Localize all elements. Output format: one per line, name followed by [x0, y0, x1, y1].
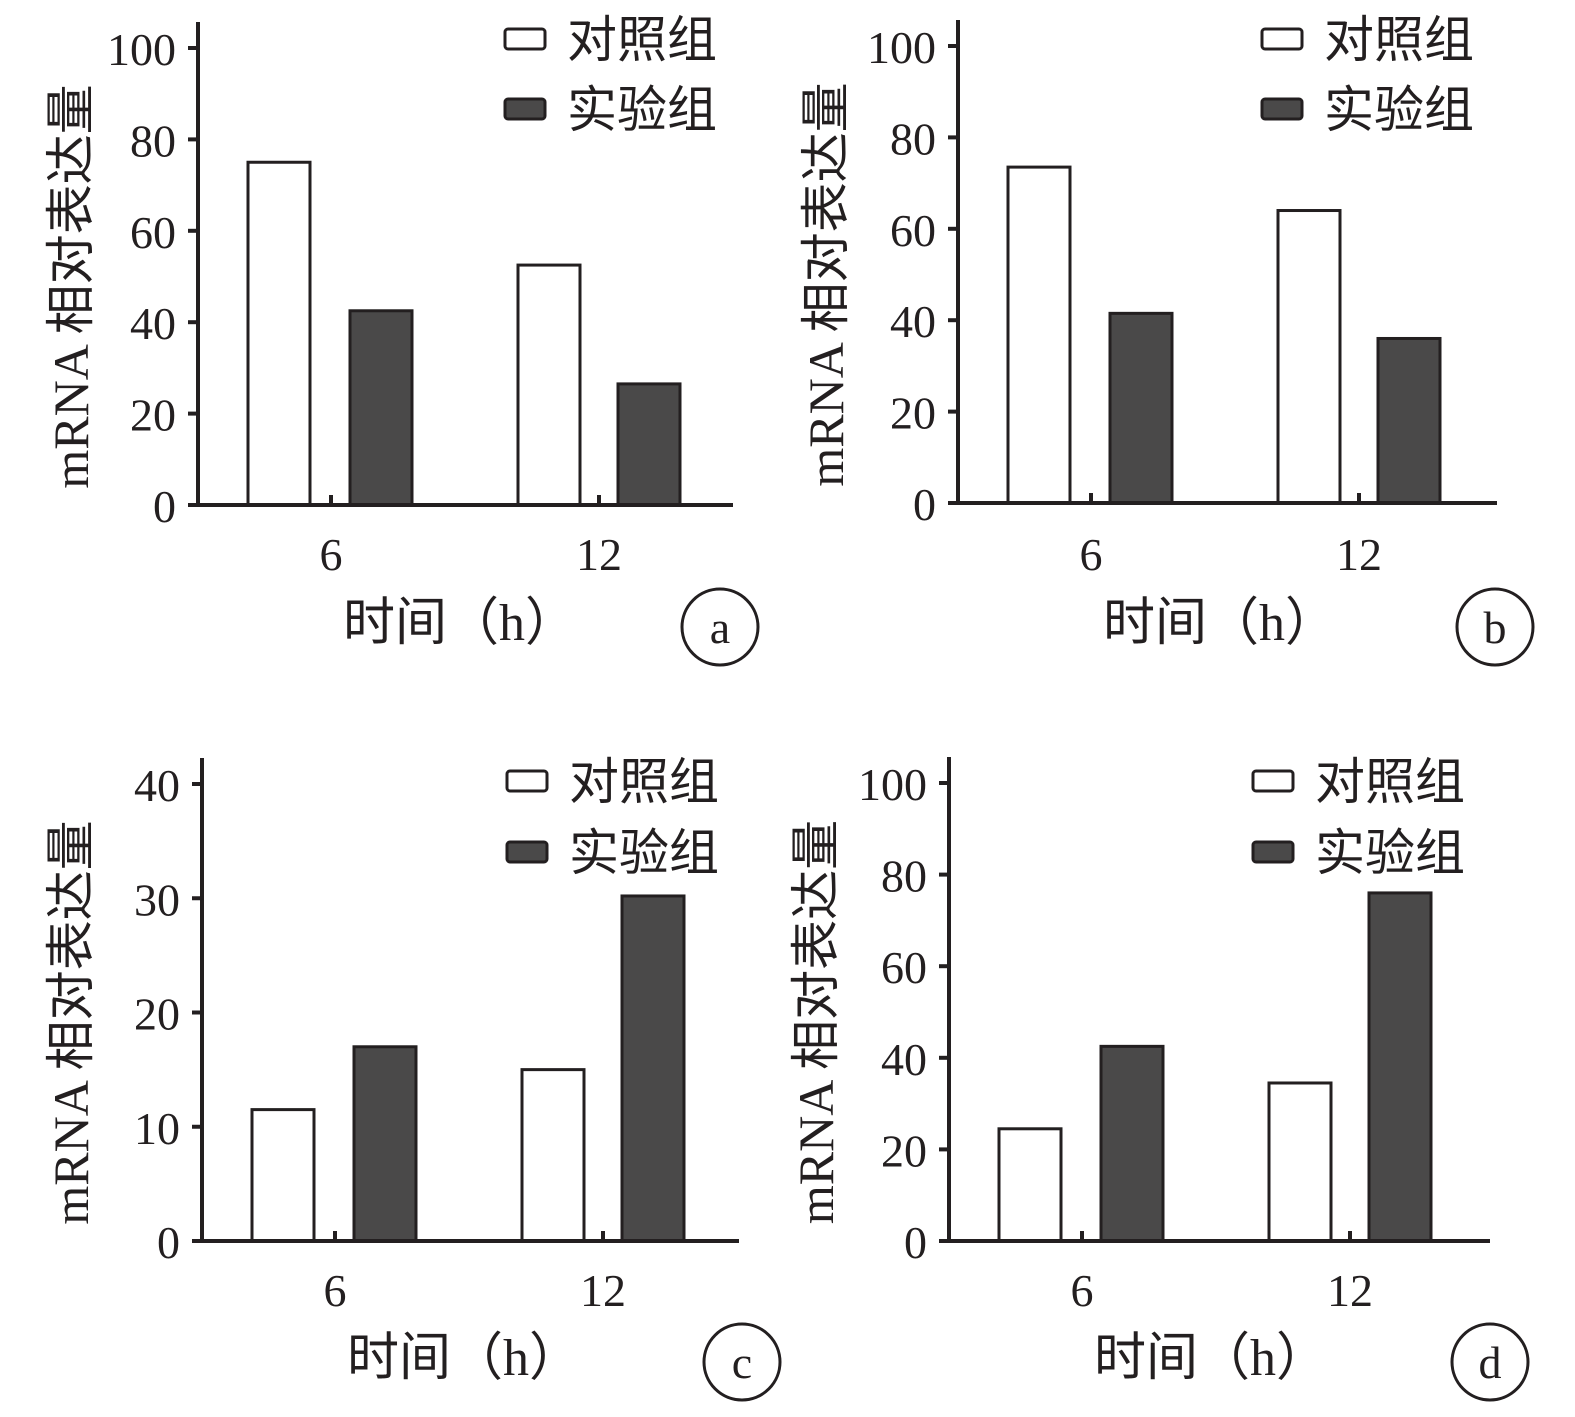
bar-control-6 [246, 160, 312, 507]
y-tick-label: 40 [130, 298, 176, 349]
x-tick-label: 12 [1336, 529, 1382, 580]
legend-swatch-control [505, 769, 549, 793]
panel-label: a [710, 602, 730, 653]
y-tick-label: 60 [890, 205, 936, 256]
legend-swatch-experiment [505, 840, 549, 864]
legend-label-control: 对照组 [567, 12, 717, 68]
y-tick-label: 0 [904, 1217, 927, 1268]
panel-label-circle [1450, 1322, 1530, 1402]
legend-label-experiment: 实验组 [569, 825, 719, 881]
bar-experiment-6 [1108, 311, 1174, 505]
bar-control-6 [1006, 165, 1072, 505]
y-tick-label: 0 [913, 479, 936, 530]
legend-swatch-control [503, 27, 547, 51]
y-axis-label: mRNA 相对表达量 [43, 84, 99, 488]
bar-experiment-6 [352, 1045, 418, 1243]
legend-label-control: 对照组 [1324, 12, 1474, 68]
bar-experiment-6 [348, 309, 414, 507]
x-tick-label: 6 [1071, 1265, 1094, 1316]
y-tick-label: 0 [157, 1217, 180, 1268]
panel-label-circle [1455, 587, 1535, 667]
bar-experiment-6 [1099, 1044, 1165, 1243]
legend-label-experiment: 实验组 [1324, 82, 1474, 138]
legend-label-control: 对照组 [569, 754, 719, 810]
panel-label: b [1484, 602, 1507, 653]
bar-control-12 [1276, 209, 1342, 505]
y-tick-label: 60 [130, 207, 176, 258]
bar-experiment-12 [616, 382, 682, 507]
bar-experiment-12 [1376, 336, 1442, 505]
panel-label-circle [680, 587, 760, 667]
x-tick-label: 6 [1080, 529, 1103, 580]
bar-control-12 [520, 1068, 586, 1243]
bar-control-6 [997, 1127, 1063, 1243]
y-tick-label: 80 [130, 115, 176, 166]
x-axis-label: 时间（h） [1103, 595, 1337, 652]
legend-swatch-experiment [1260, 97, 1304, 121]
y-tick-label: 60 [881, 942, 927, 993]
legend-label-experiment: 实验组 [1315, 825, 1465, 881]
y-tick-label: 100 [858, 759, 927, 810]
legend-swatch-experiment [503, 97, 547, 121]
bar-control-12 [1267, 1081, 1333, 1243]
y-tick-label: 20 [134, 989, 180, 1040]
bar-control-12 [516, 263, 582, 507]
x-axis-label: 时间（h） [347, 1330, 581, 1387]
y-axis-label: mRNA 相对表达量 [788, 820, 844, 1224]
x-axis-label: 时间（h） [1094, 1330, 1328, 1387]
bar-experiment-12 [1367, 891, 1433, 1243]
legend-swatch-control [1260, 27, 1304, 51]
legend-swatch-experiment [1251, 840, 1295, 864]
bar-control-6 [250, 1108, 316, 1243]
legend-swatch-control [1251, 769, 1295, 793]
y-tick-label: 0 [153, 481, 176, 532]
legend-label-experiment: 实验组 [567, 82, 717, 138]
y-tick-label: 20 [890, 388, 936, 439]
panel-label-circle [702, 1322, 782, 1402]
x-tick-label: 6 [324, 1265, 347, 1316]
y-tick-label: 80 [890, 113, 936, 164]
y-tick-label: 20 [130, 390, 176, 441]
panel-label: d [1479, 1337, 1502, 1388]
y-tick-label: 100 [867, 22, 936, 73]
x-tick-label: 12 [1327, 1265, 1373, 1316]
y-axis-label: mRNA 相对表达量 [798, 82, 854, 486]
bar-experiment-12 [620, 894, 686, 1243]
y-tick-label: 40 [134, 760, 180, 811]
legend-label-control: 对照组 [1315, 754, 1465, 810]
y-tick-label: 10 [134, 1103, 180, 1154]
x-tick-label: 12 [580, 1265, 626, 1316]
y-tick-label: 40 [881, 1034, 927, 1085]
x-tick-label: 6 [320, 529, 343, 580]
y-tick-label: 40 [890, 296, 936, 347]
panel-label: c [732, 1337, 752, 1388]
y-axis-label: mRNA 相对表达量 [43, 820, 99, 1224]
x-axis-label: 时间（h） [343, 595, 577, 652]
y-tick-label: 20 [881, 1125, 927, 1176]
y-tick-label: 30 [134, 874, 180, 925]
y-tick-label: 80 [881, 851, 927, 902]
x-tick-label: 12 [576, 529, 622, 580]
y-tick-label: 100 [107, 24, 176, 75]
